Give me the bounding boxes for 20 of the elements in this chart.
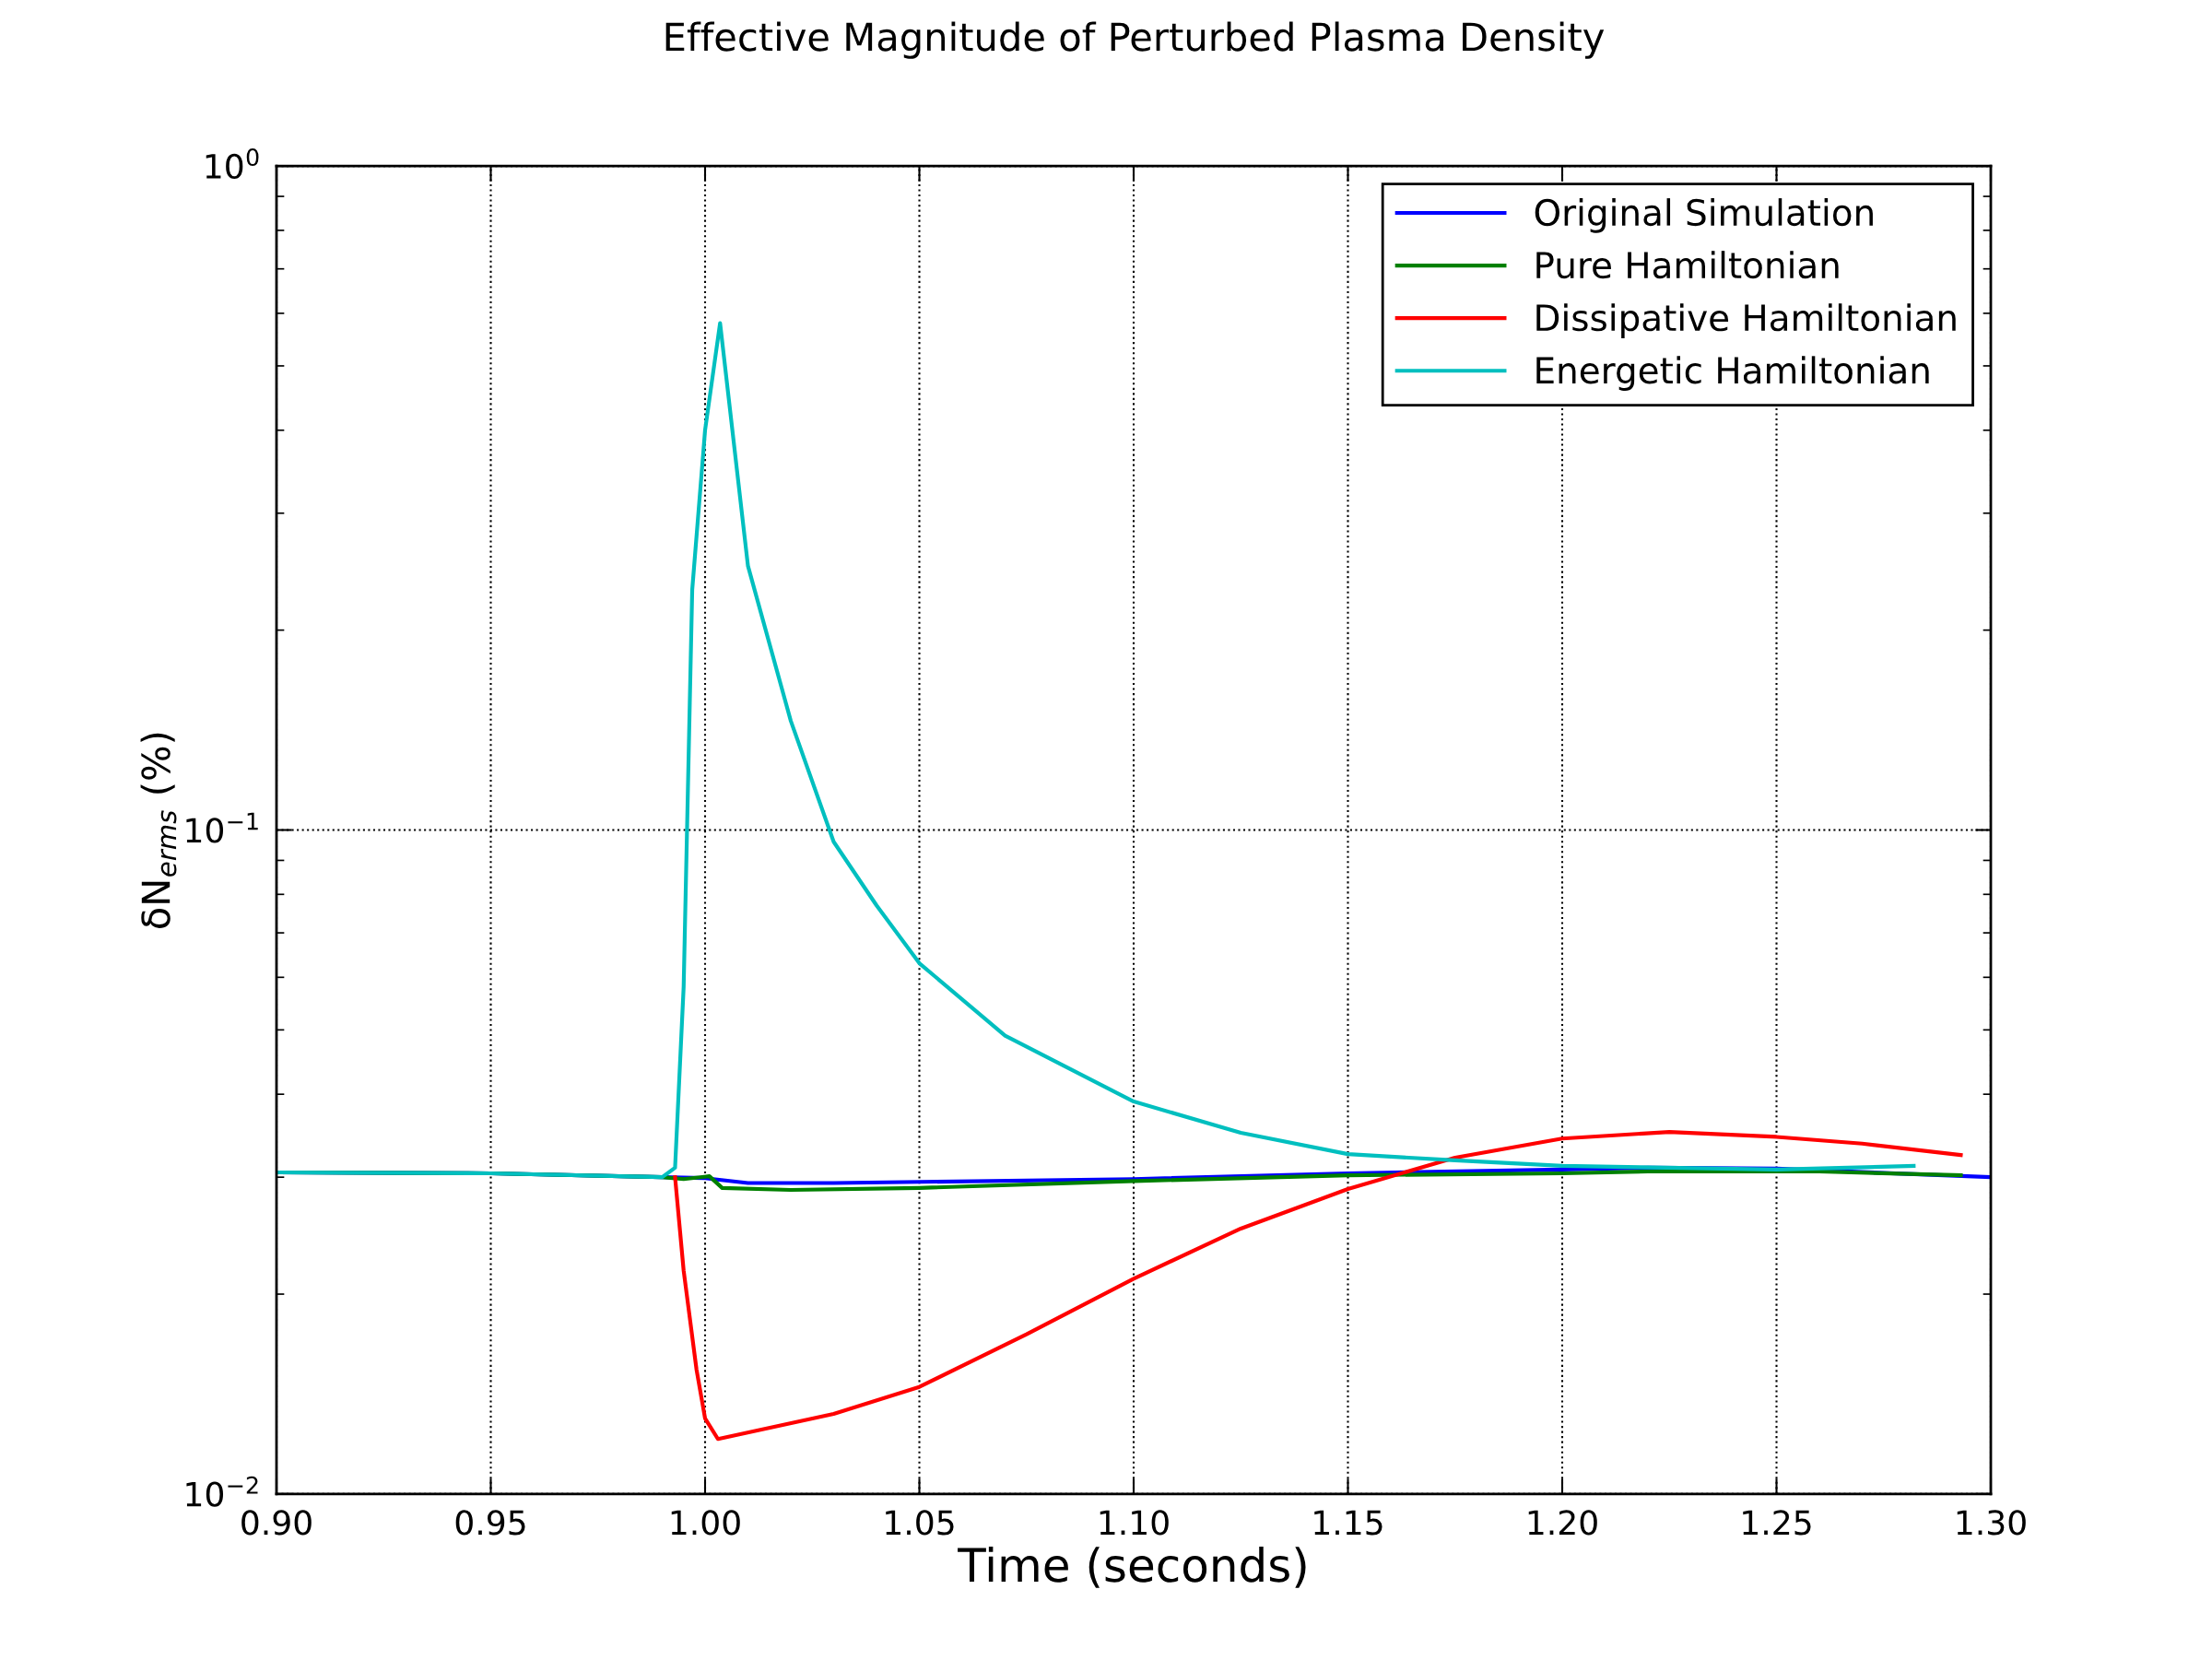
line-series — [673, 1129, 1963, 1442]
legend-label: Dissipative Hamiltonian — [1536, 303, 1956, 338]
legend-label: Original Simulation — [1535, 198, 1873, 233]
x-tick-label: 0.95 — [455, 1510, 525, 1536]
x-tick-label: 1.25 — [1743, 1510, 1811, 1536]
x-tick-label: 0.90 — [241, 1510, 312, 1536]
y-tick-label: 10$^{−1}$ — [186, 812, 258, 843]
y-tick-label: 10$^{0}$ — [206, 147, 259, 180]
chart-title: Effective Magnitude of Perturbed Plasma Density — [665, 21, 1605, 59]
y-axis-title: δN$_{erms}$ (%) — [140, 733, 177, 928]
x-tick-label: 1.00 — [671, 1510, 740, 1536]
x-tick-label: 1.10 — [1100, 1510, 1169, 1536]
x-tick-label: 1.05 — [886, 1510, 954, 1536]
x-tick-label: 1.15 — [1314, 1510, 1382, 1536]
legend-label: Energetic Hamiltonian — [1536, 356, 1929, 391]
legend-label: Pure Hamiltonian — [1536, 251, 1839, 279]
y-tick-label: 10$^{−2}$ — [186, 1476, 258, 1507]
x-tick-label: 1.30 — [1957, 1510, 2026, 1536]
x-axis-title: Time (seconds) — [958, 1547, 1306, 1588]
x-tick-label: 1.20 — [1528, 1510, 1597, 1536]
